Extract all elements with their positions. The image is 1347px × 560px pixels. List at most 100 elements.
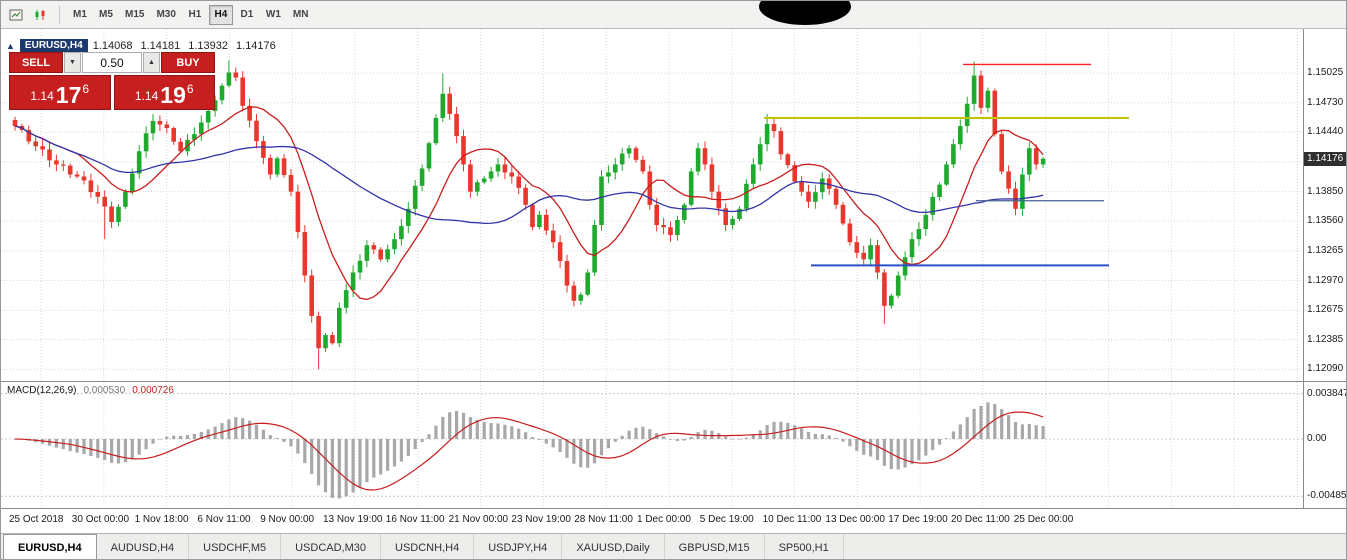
timeframe-button-mn[interactable]: MN <box>288 5 314 25</box>
current-price-badge: 1.14176 <box>1304 151 1346 166</box>
volume-decrease-button[interactable]: ▼ <box>64 52 81 73</box>
macd-histogram <box>13 402 1045 499</box>
price-axis-label: 1.12675 <box>1307 304 1344 316</box>
chart-icon <box>9 9 23 20</box>
price-axis[interactable]: 1.15025 1.14730 1.14440 1.13850 1.13560 1.132… <box>1303 29 1346 381</box>
tab-usdcad-m30[interactable]: USDCAD,M30 <box>281 534 382 559</box>
ask-pipette: 6 <box>186 82 194 96</box>
tab-eurusd-h4[interactable]: EURUSD,H4 <box>3 534 97 559</box>
chart-type-button[interactable] <box>5 4 27 26</box>
tab-xauusd-daily[interactable]: XAUUSD,Daily <box>562 534 665 559</box>
trade-panel-prices: 1.14 17 6 1.14 19 6 <box>9 75 215 110</box>
tab-usdjpy-h4[interactable]: USDJPY,H4 <box>474 534 563 559</box>
time-axis-label: 25 Dec 00:00 <box>1013 514 1074 525</box>
chart-tab-bar: EURUSD,H4 AUDUSD,H4 USDCHF,M5 USDCAD,M30 USD… <box>1 533 1346 559</box>
ohlc-low: 1.13932 <box>188 39 229 52</box>
macd-indicator-label: MACD(12,26,9) 0.000530 0.000726 <box>7 385 174 396</box>
one-click-trading-panel: SELL ▼ ▲ BUY 1.14 17 6 1.14 19 6 <box>9 52 215 110</box>
macd-title: MACD(12,26,9) <box>7 385 77 396</box>
price-axis-label: 1.13265 <box>1307 244 1344 256</box>
timeframe-button-w1[interactable]: W1 <box>261 5 286 25</box>
price-axis-label: 1.14730 <box>1307 96 1344 108</box>
tab-usdcnh-h4[interactable]: USDCNH,H4 <box>381 534 475 559</box>
macd-canvas[interactable] <box>1 382 1347 509</box>
price-chart-pane[interactable]: ▲ EURUSD,H4 1.14068 1.14181 1.13932 1.14… <box>1 29 1347 381</box>
macd-signal-value: 0.000726 <box>132 385 174 396</box>
axis-separator-line <box>1303 29 1304 508</box>
price-chart-canvas[interactable] <box>1 29 1347 381</box>
macd-axis-label: 0.00 <box>1307 433 1327 444</box>
trade-panel-controls: SELL ▼ ▲ BUY <box>9 52 215 73</box>
bid-prefix: 1.14 <box>30 89 54 103</box>
volume-input[interactable] <box>82 52 142 73</box>
time-axis-label: 10 Dec 11:00 <box>762 514 822 525</box>
new-order-button[interactable] <box>29 4 51 26</box>
price-axis-label: 1.12090 <box>1307 363 1344 375</box>
timeframe-bar: M1 M5 M15 M30 H1 H4 D1 W1 MN <box>68 4 314 25</box>
time-axis-label: 21 Nov 00:00 <box>448 514 509 525</box>
ask-prefix: 1.14 <box>134 89 159 103</box>
price-axis-label: 1.12385 <box>1307 333 1344 345</box>
macd-signal-line <box>14 411 1044 491</box>
macd-indicator-pane[interactable]: MACD(12,26,9) 0.000530 0.000726 0.003847… <box>1 381 1347 509</box>
timeframe-button-h1[interactable]: H1 <box>183 5 207 25</box>
time-axis-label: 30 Oct 00:00 <box>71 514 130 525</box>
time-axis-label: 9 Nov 00:00 <box>260 514 315 525</box>
price-axis-label: 1.15025 <box>1307 67 1344 78</box>
bid-pips: 17 <box>55 82 82 108</box>
timeframe-button-m1[interactable]: M1 <box>68 5 92 25</box>
time-axis-label: 20 Dec 11:00 <box>951 514 1010 525</box>
macd-grid <box>1 382 1303 509</box>
tab-sp500-h1[interactable]: SP500,H1 <box>765 534 844 559</box>
ma-slow-line <box>14 125 1044 225</box>
time-axis-label: 13 Nov 19:00 <box>323 514 383 525</box>
timeframe-button-h4[interactable]: H4 <box>208 4 233 25</box>
macd-main-value: 0.000530 <box>83 385 126 396</box>
tab-audusd-h4[interactable]: AUDUSD,H4 <box>97 534 190 559</box>
timeframe-button-m15[interactable]: M15 <box>120 5 149 25</box>
sell-button[interactable]: SELL <box>9 52 63 73</box>
tab-usdchf-m5[interactable]: USDCHF,M5 <box>189 534 282 559</box>
time-axis-label: 28 Nov 11:00 <box>574 514 633 525</box>
time-axis-label: 1 Dec 00:00 <box>637 514 691 525</box>
time-axis-label: 1 Nov 18:00 <box>134 514 189 525</box>
bid-pipette: 6 <box>82 82 90 96</box>
time-axis-label: 25 Oct 2018 <box>9 514 64 525</box>
timeframe-button-m30[interactable]: M30 <box>151 5 180 25</box>
ask-pips: 19 <box>160 82 186 108</box>
ohlc-close: 1.14176 <box>236 39 276 52</box>
time-axis-label: 23 Nov 19:00 <box>511 514 571 525</box>
time-axis-label: 5 Dec 19:00 <box>699 514 754 525</box>
price-grid <box>1 29 1303 381</box>
time-axis[interactable]: 25 Oct 2018 30 Oct 00:00 1 Nov 18:00 6 Nov … <box>1 508 1346 533</box>
time-axis-label: 6 Nov 11:00 <box>197 514 251 525</box>
bid-price-box[interactable]: 1.14 17 6 <box>9 75 111 110</box>
macd-axis-label: -0.004856 <box>1307 490 1347 502</box>
ohlc-open: 1.14068 <box>92 39 133 52</box>
price-axis-label: 1.12970 <box>1307 274 1344 286</box>
ma-fast-line <box>14 106 1044 301</box>
tab-gbpusd-m15[interactable]: GBPUSD,M15 <box>665 534 765 559</box>
time-axis-label: 16 Nov 11:00 <box>385 514 445 525</box>
macd-axis-label: 0.003847 <box>1307 387 1347 399</box>
chart-symbol-label: EURUSD,H4 <box>19 39 88 52</box>
chart-title-strip: ▲ EURUSD,H4 1.14068 1.14181 1.13932 1.14… <box>6 38 276 53</box>
time-axis-label: 17 Dec 19:00 <box>888 514 948 525</box>
price-axis-label: 1.13850 <box>1307 185 1344 197</box>
candles-layer <box>12 60 1046 370</box>
ohlc-high: 1.14181 <box>140 39 181 52</box>
timeframe-button-d1[interactable]: D1 <box>235 5 259 25</box>
macd-axis[interactable]: 0.003847 0.00 -0.004856 <box>1303 382 1347 509</box>
candles-icon <box>35 9 45 20</box>
volume-increase-button[interactable]: ▲ <box>143 52 160 73</box>
price-axis-label: 1.14440 <box>1307 126 1344 138</box>
toolbar: M1 M5 M15 M30 H1 H4 D1 W1 MN <box>1 1 1346 29</box>
ask-price-box[interactable]: 1.14 19 6 <box>113 75 215 110</box>
timeframe-button-m5[interactable]: M5 <box>94 5 118 25</box>
chart-marker-icon: ▲ <box>6 40 15 51</box>
chart-ohlc-values: 1.14068 1.14181 1.13932 1.14176 <box>93 40 276 52</box>
price-axis-label: 1.13560 <box>1307 214 1344 226</box>
time-axis-label: 13 Dec 00:00 <box>825 514 885 525</box>
buy-button[interactable]: BUY <box>161 52 215 73</box>
